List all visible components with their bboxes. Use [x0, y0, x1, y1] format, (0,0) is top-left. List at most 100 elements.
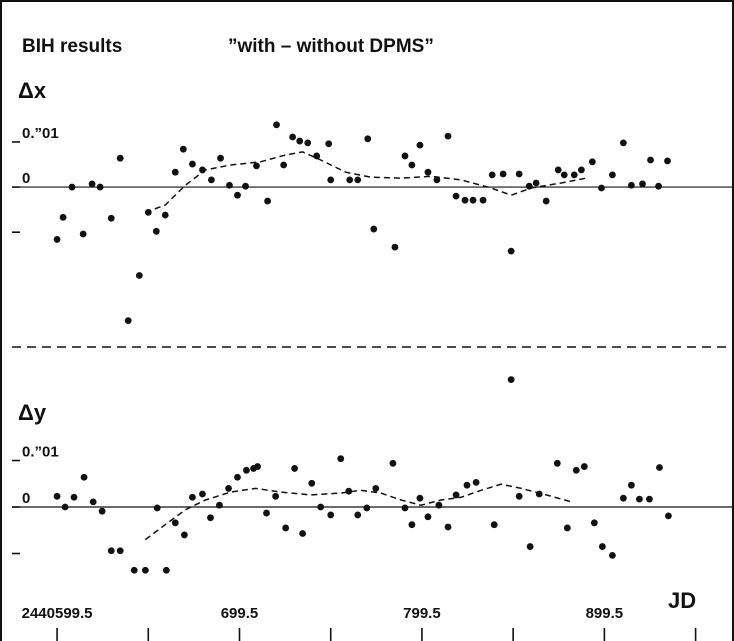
data-point — [354, 511, 362, 519]
data-point — [280, 161, 288, 169]
data-point — [507, 247, 515, 255]
data-point — [345, 487, 353, 495]
data-point — [98, 507, 106, 515]
data-point — [391, 243, 399, 251]
data-point — [234, 191, 241, 199]
data-point — [665, 512, 672, 520]
data-point — [401, 152, 409, 160]
data-point — [554, 166, 562, 174]
data-point — [647, 156, 654, 164]
data-point — [370, 225, 378, 233]
data-point — [639, 180, 646, 188]
data-point — [472, 478, 480, 486]
data-point — [107, 214, 115, 222]
data-point — [226, 181, 233, 189]
data-point — [254, 463, 261, 470]
y-tick-label: 0.”01 — [22, 443, 59, 460]
data-point — [469, 196, 477, 204]
data-point — [135, 272, 143, 279]
data-point — [433, 176, 441, 184]
data-point — [563, 524, 571, 532]
data-point — [325, 140, 333, 148]
data-point — [208, 176, 215, 184]
data-point — [80, 473, 88, 481]
data-point — [598, 543, 606, 550]
data-point — [171, 519, 179, 527]
data-point — [96, 183, 104, 191]
data-point — [627, 181, 635, 189]
data-point — [535, 490, 543, 498]
data-point — [532, 179, 540, 187]
data-point — [452, 491, 460, 499]
data-point — [346, 176, 354, 184]
data-point — [61, 503, 69, 511]
y-tick-label: 0 — [22, 170, 30, 187]
data-point — [59, 213, 67, 221]
data-point — [526, 543, 534, 550]
data-point — [207, 514, 214, 522]
data-point — [317, 503, 325, 511]
y-tick-label: 0.”01 — [22, 125, 59, 142]
data-point — [263, 509, 270, 517]
data-point — [655, 182, 662, 190]
data-point — [656, 464, 663, 471]
data-point — [68, 183, 76, 191]
data-point — [282, 524, 290, 532]
data-point — [515, 170, 523, 178]
data-point — [116, 547, 124, 555]
data-point — [627, 481, 635, 489]
data-point — [242, 182, 249, 190]
data-point — [580, 463, 588, 470]
trend-curve — [144, 483, 572, 541]
x-tick-label: 899.5 — [586, 605, 624, 622]
data-point — [452, 192, 460, 200]
data-point — [372, 485, 380, 492]
data-point — [507, 376, 515, 384]
data-point — [553, 459, 561, 467]
data-point — [435, 501, 443, 509]
data-point — [577, 166, 585, 174]
data-point — [144, 208, 152, 216]
data-point — [299, 530, 307, 537]
data-point — [363, 504, 371, 512]
chart-subtitle: ”with – without DPMS” — [228, 36, 434, 57]
data-point — [570, 171, 578, 179]
data-point — [588, 158, 596, 166]
data-point — [296, 137, 304, 145]
data-point — [273, 121, 280, 129]
data-point — [337, 455, 345, 463]
x-axis-label: JD — [668, 588, 696, 613]
chart-title: BIH results — [22, 36, 122, 57]
data-point — [327, 511, 335, 519]
data-point — [289, 133, 296, 141]
data-point — [619, 494, 627, 502]
data-point — [199, 166, 206, 174]
data-point — [389, 459, 397, 467]
data-point — [560, 171, 568, 179]
data-point — [53, 492, 61, 500]
data-point — [542, 197, 550, 205]
data-point — [416, 141, 424, 149]
data-point — [664, 157, 671, 165]
data-point — [619, 139, 627, 147]
data-point — [646, 495, 653, 503]
data-point — [79, 230, 87, 238]
data-point — [88, 180, 96, 188]
data-point — [189, 493, 196, 501]
data-point — [598, 184, 605, 192]
data-point — [327, 176, 335, 184]
data-point — [216, 501, 223, 509]
data-point — [107, 547, 115, 555]
data-point — [424, 513, 432, 521]
data-point — [354, 176, 362, 184]
data-point — [152, 227, 160, 235]
data-point — [313, 152, 321, 160]
data-point — [525, 182, 533, 190]
data-point — [304, 139, 312, 147]
data-point — [364, 135, 372, 143]
x-tick-label: 799.5 — [403, 605, 441, 622]
data-point — [636, 495, 643, 503]
data-point — [515, 492, 523, 500]
